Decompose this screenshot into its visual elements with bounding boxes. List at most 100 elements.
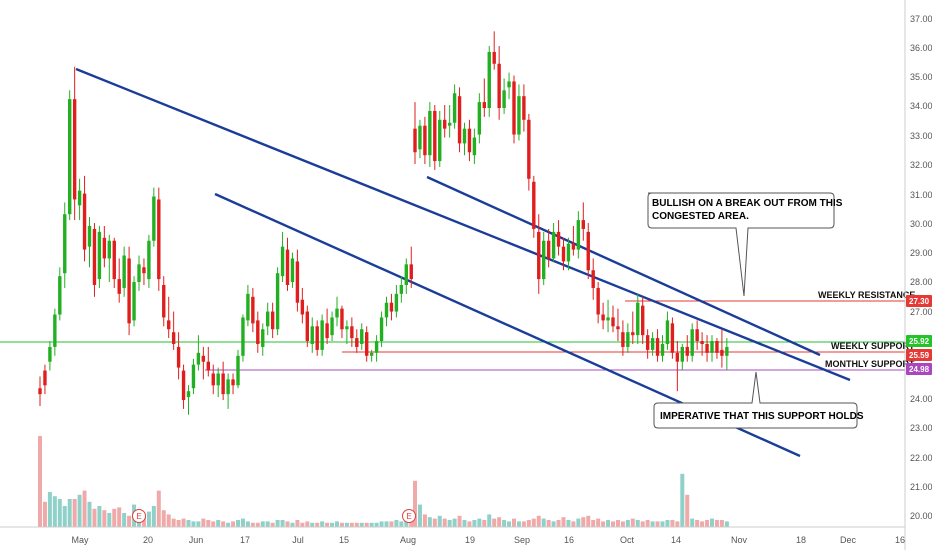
candle-body <box>641 305 645 336</box>
candle-body <box>591 270 595 288</box>
candle-body <box>335 308 339 318</box>
volume-bar <box>724 521 729 527</box>
volume-bar <box>245 521 250 527</box>
candle-body <box>606 317 610 321</box>
svg-text:25.59: 25.59 <box>909 351 930 360</box>
volume-bar <box>705 520 710 527</box>
candle-body <box>221 373 225 395</box>
candle-body <box>443 119 447 129</box>
price-tag: 25.59 <box>906 349 932 361</box>
volume-bar <box>87 501 92 527</box>
candle-body <box>645 335 650 350</box>
candle-body <box>345 326 349 330</box>
candle-body <box>87 226 92 247</box>
volume-bar <box>399 521 404 527</box>
candle-body <box>561 246 566 262</box>
y-tick-label: 20.00 <box>910 511 932 521</box>
candle-body <box>226 379 230 395</box>
volume-bar <box>295 520 300 527</box>
candle-body <box>389 302 394 312</box>
x-tick-label: Dec <box>840 535 857 545</box>
svg-text:27.30: 27.30 <box>909 297 930 306</box>
price-tag: 24.98 <box>906 363 932 375</box>
candle-body <box>355 338 359 347</box>
x-tick-label: 20 <box>143 535 153 545</box>
svg-text:E: E <box>406 512 411 521</box>
candle-body <box>685 346 689 356</box>
candle-body <box>181 370 186 401</box>
volume-bar <box>156 490 161 527</box>
candle-body <box>507 81 511 88</box>
x-tick-label: 15 <box>339 535 349 545</box>
candle-body <box>438 119 442 162</box>
candle-body <box>107 240 111 259</box>
candle-body <box>275 273 280 330</box>
y-tick-label: 32.00 <box>910 160 932 170</box>
candle-body <box>325 323 329 339</box>
candle-body <box>261 329 265 347</box>
volume-bar <box>700 521 705 527</box>
volume-bar <box>344 522 349 527</box>
x-tick-label: Jun <box>189 535 204 545</box>
volume-bar <box>290 522 295 527</box>
candle-body <box>660 344 665 356</box>
candle-body <box>394 293 399 312</box>
candle-body <box>102 237 107 259</box>
volume-bar <box>186 520 191 527</box>
volume-bar <box>507 521 512 527</box>
volume-bar <box>586 515 591 527</box>
volume-bar <box>551 521 556 527</box>
candle-body <box>462 128 467 144</box>
candle-body <box>532 181 536 229</box>
volume-bar <box>606 520 611 527</box>
volume-bar <box>250 522 255 527</box>
candle-body <box>680 346 684 362</box>
candle-body <box>512 81 516 135</box>
volume-bar <box>196 521 201 527</box>
candle-body <box>695 329 699 342</box>
volume-bar <box>349 522 354 527</box>
candle-body <box>360 329 364 344</box>
volume-bar <box>181 518 186 527</box>
candlesticks <box>38 31 729 415</box>
volume-bar <box>675 521 680 527</box>
candle-body <box>152 196 156 241</box>
candle-body <box>112 240 116 280</box>
candle-body <box>63 214 67 274</box>
candle-body <box>551 231 556 259</box>
volume-bar <box>374 522 379 527</box>
volume-bar <box>556 520 561 527</box>
volume-bar <box>305 521 310 527</box>
candle-body <box>251 296 255 324</box>
candle-body <box>176 346 181 368</box>
candle-body <box>482 102 486 108</box>
volume-bar <box>320 521 325 527</box>
volume-bar <box>531 518 536 527</box>
volume-bar <box>122 513 127 527</box>
volume-bar <box>417 504 422 527</box>
volume-bar <box>462 520 467 527</box>
volume-bar <box>409 520 414 527</box>
volume-bar <box>315 522 320 527</box>
candle-body <box>700 341 704 344</box>
price-tag: 25.92 <box>906 335 932 347</box>
candle-body <box>132 282 136 321</box>
volume-bar <box>82 490 87 527</box>
volume-bar <box>107 513 112 527</box>
volume-bar <box>231 521 236 527</box>
volume-bar <box>102 510 107 527</box>
volume-bar <box>42 501 47 527</box>
volume-bar <box>719 520 724 527</box>
volume-bar <box>596 518 601 527</box>
volume-bar <box>240 518 245 527</box>
volume-bar <box>526 520 531 527</box>
candle-body <box>147 240 151 280</box>
earnings-marker[interactable]: E <box>132 509 146 523</box>
volume-bar <box>270 522 275 527</box>
volume-bar <box>502 520 507 527</box>
candle-body <box>300 299 305 315</box>
volume-bar <box>176 520 181 527</box>
candle-body <box>256 320 260 344</box>
earnings-marker[interactable]: E <box>402 509 416 523</box>
